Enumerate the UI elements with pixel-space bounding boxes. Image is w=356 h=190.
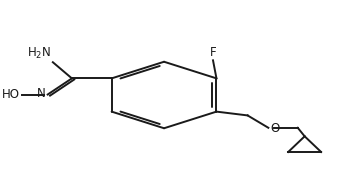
Text: H$_2$N: H$_2$N xyxy=(27,46,51,61)
Text: N: N xyxy=(37,87,46,101)
Text: HO: HO xyxy=(2,88,20,101)
Text: O: O xyxy=(271,122,280,135)
Text: F: F xyxy=(210,46,216,59)
